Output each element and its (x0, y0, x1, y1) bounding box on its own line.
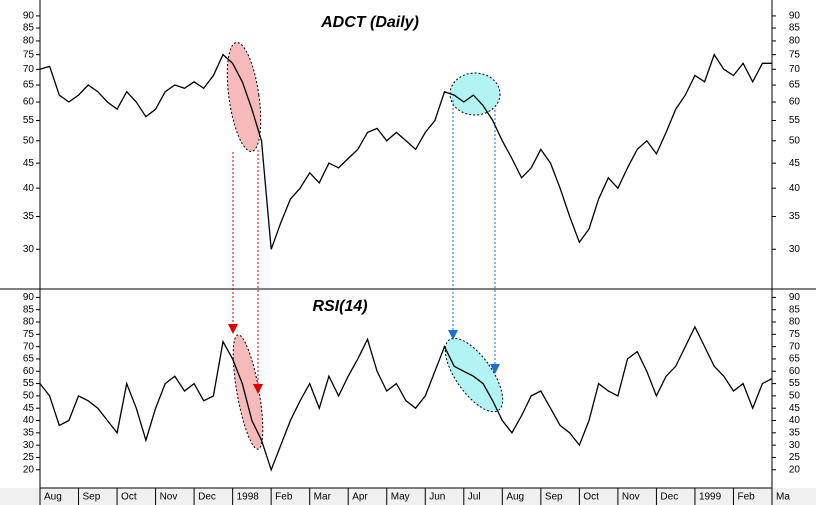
y-tick-label: 35 (789, 427, 801, 438)
y-tick-label: 35 (23, 427, 35, 438)
arrowhead (490, 364, 500, 374)
x-tick-label: Feb (275, 492, 293, 503)
y-tick-label: 30 (789, 440, 801, 451)
arrowhead (253, 384, 263, 394)
x-tick-label: Mar (314, 492, 332, 503)
price-line (39, 325, 773, 472)
y-tick-label: 70 (23, 64, 35, 75)
y-tick-label: 25 (23, 452, 35, 463)
y-tick-label: 75 (23, 49, 35, 60)
y-tick-label: 45 (789, 158, 801, 169)
y-tick-label: 40 (789, 183, 801, 194)
x-axis-strip (0, 488, 816, 505)
chart-title: ADCT (Daily) (320, 14, 419, 31)
y-tick-label: 75 (23, 329, 35, 340)
y-tick-label: 50 (789, 135, 801, 146)
y-tick-label: 40 (23, 415, 35, 426)
y-tick-label: 90 (789, 292, 801, 303)
y-tick-label: 85 (789, 23, 801, 34)
y-tick-label: 90 (23, 292, 35, 303)
y-tick-label: 35 (23, 211, 35, 222)
y-tick-label: 85 (789, 304, 801, 315)
x-tick-label: May (391, 492, 410, 503)
x-tick-label: Jun (429, 492, 445, 503)
y-tick-label: 50 (23, 391, 35, 402)
y-tick-label: 50 (23, 135, 35, 146)
y-tick-label: 65 (789, 354, 801, 365)
y-tick-label: 60 (23, 366, 35, 377)
y-tick-label: 45 (789, 403, 801, 414)
y-tick-label: 20 (789, 464, 801, 475)
y-tick-label: 80 (23, 317, 35, 328)
y-tick-label: 20 (23, 464, 35, 475)
y-tick-label: 70 (789, 341, 801, 352)
x-tick-label: Aug (506, 492, 524, 503)
y-tick-label: 45 (23, 403, 35, 414)
x-tick-label: Sep (83, 492, 101, 503)
y-tick-label: 65 (23, 80, 35, 91)
y-tick-label: 35 (789, 211, 801, 222)
y-tick-label: 60 (789, 97, 801, 108)
y-tick-label: 55 (789, 378, 801, 389)
x-tick-label: Aug (44, 492, 62, 503)
x-tick-label: Apr (352, 492, 368, 503)
y-tick-label: 85 (23, 304, 35, 315)
y-tick-label: 75 (789, 329, 801, 340)
x-tick-label: Nov (160, 492, 178, 503)
y-tick-label: 70 (789, 64, 801, 75)
y-tick-label: 80 (789, 36, 801, 47)
arrowhead (228, 324, 238, 334)
chart-title: RSI(14) (312, 298, 367, 315)
y-tick-label: 90 (789, 11, 801, 22)
price-line (39, 53, 772, 250)
y-tick-label: 50 (789, 391, 801, 402)
arrowhead (448, 330, 458, 340)
y-tick-label: 60 (23, 97, 35, 108)
y-tick-label: 40 (789, 415, 801, 426)
y-tick-label: 25 (789, 452, 801, 463)
x-tick-label: Feb (737, 492, 755, 503)
y-tick-label: 45 (23, 158, 35, 169)
x-tick-label: Oct (583, 492, 599, 503)
y-tick-label: 80 (23, 36, 35, 47)
x-tick-label: Jul (468, 492, 481, 503)
y-tick-label: 65 (23, 354, 35, 365)
x-tick-label: Dec (198, 492, 216, 503)
y-tick-label: 75 (789, 49, 801, 60)
y-tick-label: 30 (23, 440, 35, 451)
y-tick-label: 90 (23, 11, 35, 22)
x-tick-label: Nov (622, 492, 640, 503)
y-tick-label: 30 (789, 244, 801, 255)
y-tick-label: 55 (789, 115, 801, 126)
x-tick-label: 1998 (237, 492, 260, 503)
y-tick-label: 30 (23, 244, 35, 255)
x-tick-label: Oct (121, 492, 137, 503)
y-tick-label: 60 (789, 366, 801, 377)
y-tick-label: 55 (23, 115, 35, 126)
y-tick-label: 70 (23, 341, 35, 352)
y-tick-label: 80 (789, 317, 801, 328)
y-tick-label: 65 (789, 80, 801, 91)
highlight-ellipse (449, 72, 501, 116)
x-tick-label: Dec (660, 492, 678, 503)
x-tick-label: Ma (776, 492, 790, 503)
y-tick-label: 85 (23, 23, 35, 34)
x-tick-label: 1999 (699, 492, 722, 503)
arrows (228, 100, 500, 394)
y-tick-label: 55 (23, 378, 35, 389)
y-tick-label: 40 (23, 183, 35, 194)
x-tick-label: Sep (545, 492, 563, 503)
